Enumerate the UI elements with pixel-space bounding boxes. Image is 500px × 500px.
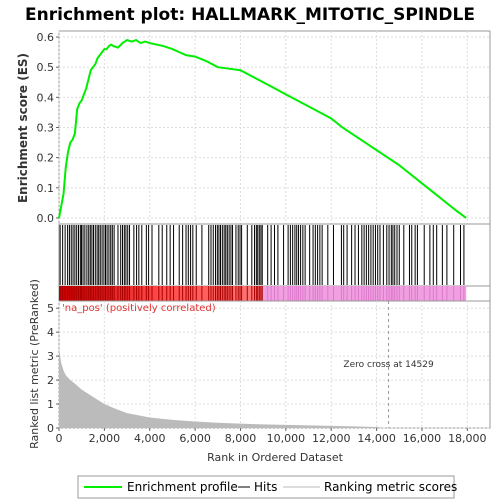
legend-hits-label: Hits: [254, 480, 277, 494]
metric-tick-label: 3: [47, 350, 54, 363]
metric-y-ticks: 0 1 2 3 4 5: [47, 302, 59, 435]
metric-gridlines: [58, 301, 490, 429]
metric-x-ticks: 0 2,000 4,000 6,000 8,000 10,000 12,000 14,000 1…: [56, 428, 487, 445]
es-gridlines: [58, 31, 490, 224]
es-tick-label: 0.2: [37, 152, 55, 165]
legend-ranking-label: Ranking metric scores: [324, 480, 457, 494]
hits-markers: [59, 225, 465, 285]
metric-tick-label: 5: [47, 302, 54, 315]
zero-cross-label: Zero cross at 14529: [343, 360, 434, 370]
es-tick-label: 0.4: [37, 91, 55, 104]
ranking-metric-area: [59, 346, 389, 428]
es-y-axis-label: Enrichment score (ES): [16, 53, 30, 203]
es-tick-label: 0.6: [37, 31, 55, 44]
x-tick-label: 6,000: [179, 432, 211, 445]
x-tick-label: 16,000: [403, 432, 442, 445]
es-tick-label: 0.1: [37, 182, 55, 195]
metric-y-axis-label: Ranked list metric (PreRanked): [28, 279, 41, 449]
metric-tick-label: 0: [47, 422, 54, 435]
metric-tick-label: 4: [47, 326, 54, 339]
x-tick-label: 0: [56, 432, 63, 445]
chart-title: Enrichment plot: HALLMARK_MITOTIC_SPINDL…: [25, 5, 475, 25]
enrichment-profile-line: [58, 38, 467, 219]
x-tick-label: 8,000: [225, 432, 257, 445]
band-hit-markers: [59, 286, 465, 301]
x-tick-label: 12,000: [312, 432, 351, 445]
x-tick-label: 14,000: [357, 432, 396, 445]
legend-enrichment-label: Enrichment profile: [127, 480, 238, 494]
legend-box: [77, 475, 455, 499]
x-tick-label: 10,000: [267, 432, 306, 445]
metric-tick-label: 1: [47, 398, 54, 411]
metric-tick-label: 2: [47, 374, 54, 387]
es-tick-label: 0.5: [37, 61, 55, 74]
positive-correlation-label: 'na_pos' (positively correlated): [62, 303, 216, 314]
x-tick-label: 4,000: [134, 432, 166, 445]
es-tick-label: 0.3: [37, 122, 55, 135]
positive-correlation-band: [59, 286, 263, 301]
x-tick-label: 2,000: [89, 432, 121, 445]
es-panel: [58, 30, 491, 225]
es-tick-label: 0.0: [37, 212, 55, 225]
x-axis-label: Rank in Ordered Dataset: [207, 451, 344, 464]
x-tick-label: 18,000: [448, 432, 487, 445]
es-y-ticks: 0.0 0.1 0.2 0.3 0.4 0.5 0.6: [37, 31, 59, 225]
